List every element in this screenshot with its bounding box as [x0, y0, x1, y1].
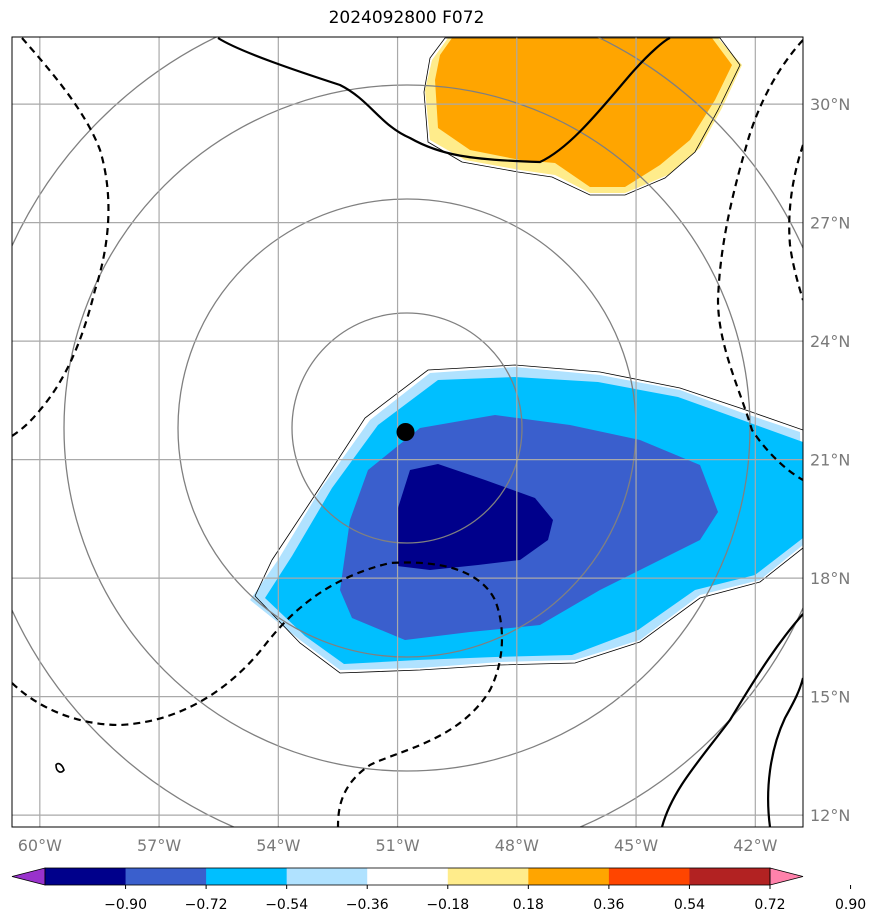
contour-dashed-lines [12, 37, 803, 827]
colorbar-tick-label: 0.36 [593, 897, 624, 913]
colorbar-tick-label: −0.90 [104, 897, 147, 913]
contour-solid-north [217, 37, 671, 164]
colorbar-segment [206, 868, 288, 885]
lon-tick-label: 51°W [375, 836, 419, 855]
contour-solid-southeast-2 [767, 677, 803, 827]
lat-tick-label: 24°N [810, 332, 850, 351]
contour-dashed-east-edge [788, 144, 803, 301]
colorbar-tick-label: 0.18 [513, 897, 544, 913]
contour-dashed-south [12, 561, 503, 827]
gridlines [12, 37, 803, 827]
lat-tick-label: 15°N [810, 688, 850, 707]
colorbar-tick-label: −0.18 [426, 897, 469, 913]
lon-tick-label: 60°W [18, 836, 62, 855]
lat-tick-label: 12°N [810, 806, 850, 825]
lon-tick-label: 54°W [256, 836, 300, 855]
colorbar-segment [689, 868, 771, 885]
colorbar-tick-label: −0.36 [346, 897, 389, 913]
contour-lines [55, 37, 803, 827]
contour-dashed-west [12, 37, 110, 437]
colorbar-segment [125, 868, 207, 885]
range-ring-3 [63, 84, 751, 772]
contour-solid-southeast-1 [660, 613, 803, 827]
contour-dashed-east [716, 39, 803, 481]
colorbar-tick-label: −0.72 [185, 897, 228, 913]
colorbar-tick-label: 0.90 [835, 897, 866, 913]
colorbar-extend-max [769, 867, 804, 886]
lat-tick-label: 30°N [810, 95, 850, 114]
colorbar-outline [44, 867, 771, 886]
colorbar-segment [528, 868, 610, 885]
anomaly-positive-orange [435, 38, 732, 187]
colorbar-segment [286, 868, 368, 885]
longitude-tick-labels: 60°W 57°W 54°W 51°W 48°W 45°W 42°W [18, 836, 778, 855]
plot-frame [11, 36, 804, 828]
colorbar-tick-label: 0.54 [674, 897, 705, 913]
anomaly-negative-navy [397, 464, 553, 570]
lon-tick-label: 42°W [733, 836, 777, 855]
lon-tick-label: 45°W [614, 836, 658, 855]
anomaly-negative-contour [254, 364, 803, 674]
lon-tick-label: 57°W [137, 836, 181, 855]
anomaly-positive-contour [423, 37, 741, 196]
colorbar: −0.90 −0.72 −0.54 −0.36 −0.18 0.18 0.36 0.54 0.7… [11, 867, 866, 913]
colorbar-segment [367, 868, 449, 885]
colorbar-tick-label: 0.72 [754, 897, 785, 913]
colorbar-segment [608, 868, 690, 885]
lon-tick-label: 48°W [495, 836, 539, 855]
lat-tick-label: 27°N [810, 214, 850, 233]
colorbar-segment [45, 868, 127, 885]
contour-solid-small [55, 762, 65, 773]
range-ring-1 [291, 312, 523, 544]
colorbar-tick-label: −0.54 [265, 897, 308, 913]
lat-tick-label: 18°N [810, 569, 850, 588]
chart-title: 2024092800 F072 [328, 8, 485, 28]
colorbar-extend-min [11, 867, 46, 886]
map-plot-area [12, 37, 803, 827]
storm-center-marker [396, 423, 415, 441]
lat-tick-label: 21°N [810, 451, 850, 470]
latitude-tick-labels: 12°N 15°N 18°N 21°N 24°N 27°N 30°N [810, 95, 850, 825]
colorbar-segment [447, 868, 529, 885]
